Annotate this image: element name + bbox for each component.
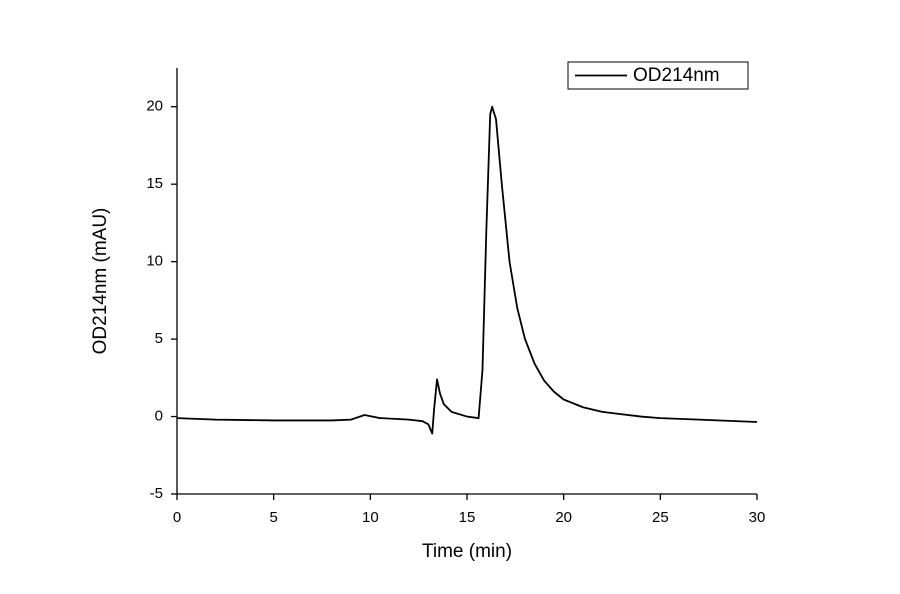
x-tick-label: 30 bbox=[749, 509, 766, 526]
x-tick-label: 15 bbox=[459, 509, 476, 526]
legend-label: OD214nm bbox=[633, 65, 720, 86]
x-tick-label: 0 bbox=[173, 509, 181, 526]
legend-box bbox=[567, 61, 749, 90]
y-tick-label: 20 bbox=[146, 98, 163, 115]
y-axis-title: OD214nm (mAU) bbox=[90, 208, 111, 355]
y-tick-label: 10 bbox=[146, 253, 163, 270]
x-tick-label: 25 bbox=[652, 509, 669, 526]
x-tick-label: 20 bbox=[555, 509, 572, 526]
y-tick-label: 15 bbox=[146, 175, 163, 192]
x-tick-label: 5 bbox=[269, 509, 277, 526]
y-tick-label: 5 bbox=[155, 330, 163, 347]
data-line bbox=[176, 105, 758, 435]
y-tick-label: 0 bbox=[155, 408, 163, 425]
x-tick-label: 10 bbox=[362, 509, 379, 526]
x-axis-title: Time (min) bbox=[422, 541, 512, 562]
y-tick-label: -5 bbox=[150, 485, 163, 502]
